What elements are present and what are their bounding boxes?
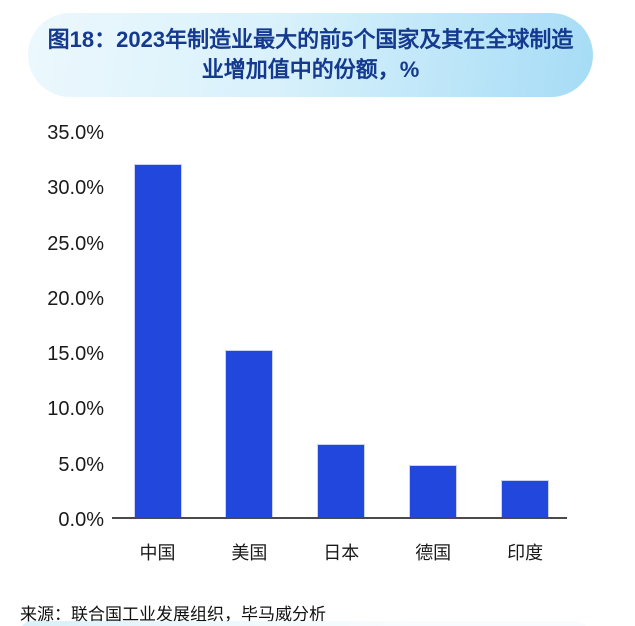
figure-title-line-2: 业增加值中的份额，% (201, 57, 420, 82)
x-axis-line (112, 517, 567, 519)
figure-title-box: 图18：2023年制造业最大的前5个国家及其在全球制造 业增加值中的份额，% (28, 13, 593, 97)
y-tick-label: 10.0% (47, 398, 104, 421)
x-tick-label-日本: 日本 (323, 543, 360, 563)
y-tick-label: 5.0% (58, 453, 104, 476)
x-tick-label-印度: 印度 (507, 543, 544, 563)
bar-美国 (225, 349, 274, 518)
x-tick-label-美国: 美国 (231, 543, 268, 563)
y-tick-label: 30.0% (47, 177, 104, 200)
bar-日本 (317, 443, 366, 518)
figure-title-line-1: 图18：2023年制造业最大的前5个国家及其在全球制造 (47, 27, 574, 52)
source-note: 来源：联合国工业发展组织，毕马威分析 (20, 605, 326, 624)
y-tick-label: 0.0% (58, 509, 104, 531)
y-tick-label: 35.0% (47, 122, 104, 144)
bar-德国 (409, 464, 458, 518)
bar-中国 (133, 164, 182, 518)
next-figure-header-peek (18, 621, 590, 626)
y-tick-label: 20.0% (47, 287, 104, 310)
bar-印度 (501, 480, 550, 518)
y-tick-label: 15.0% (47, 343, 104, 366)
y-tick-label: 25.0% (47, 232, 104, 255)
x-tick-label-德国: 德国 (415, 543, 452, 563)
x-tick-label-中国: 中国 (139, 543, 176, 563)
